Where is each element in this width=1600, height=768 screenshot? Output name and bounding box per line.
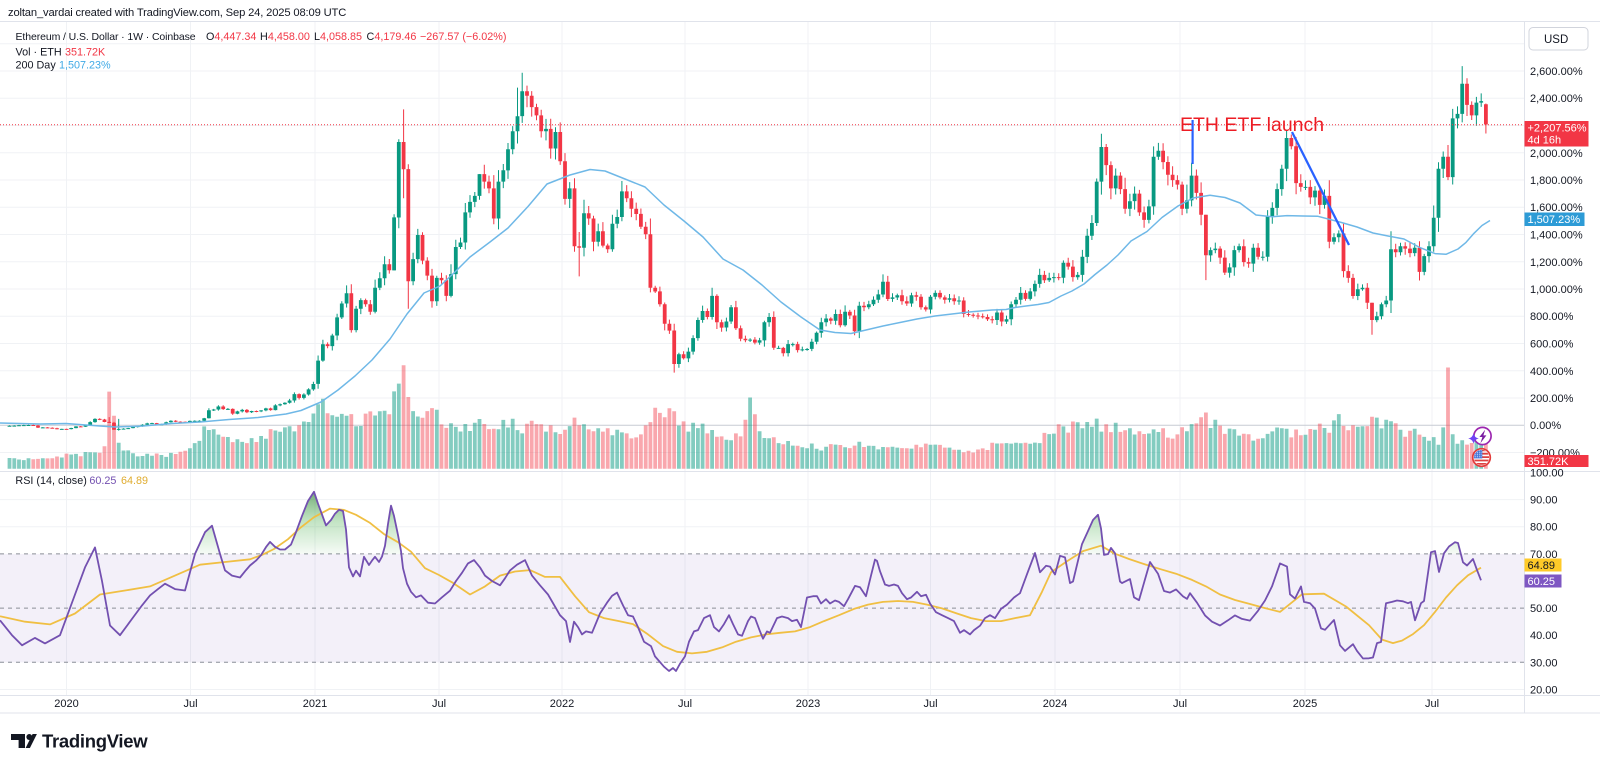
svg-text:40.00: 40.00 [1530,630,1558,642]
svg-text:20.00: 20.00 [1530,685,1558,697]
svg-text:1,507.23%: 1,507.23% [59,60,111,72]
svg-text:800.00%: 800.00% [1530,311,1574,323]
svg-text:Ethereum / U.S. Dollar · 1W ·: Ethereum / U.S. Dollar · 1W · Coinbase [16,31,196,43]
svg-text:Jul: Jul [678,698,692,710]
svg-text:2025: 2025 [1293,698,1317,710]
svg-text:Jul: Jul [183,698,197,710]
svg-text:50.00: 50.00 [1530,603,1558,615]
svg-text:2,400.00%: 2,400.00% [1530,93,1583,105]
svg-text:+2,207.56%: +2,207.56% [1528,123,1587,135]
svg-text:1,400.00%: 1,400.00% [1530,230,1583,242]
svg-text:TradingView: TradingView [42,731,148,752]
svg-text:H4,458.00: H4,458.00 [260,31,310,43]
svg-text:200.00%: 200.00% [1530,393,1574,405]
svg-text:64.89: 64.89 [121,475,148,487]
svg-text:RSI (14, close): RSI (14, close) [15,475,86,487]
svg-text:1,600.00%: 1,600.00% [1530,202,1583,214]
svg-text:90.00: 90.00 [1530,495,1558,507]
svg-text:Jul: Jul [1425,698,1439,710]
svg-text:4d 16h: 4d 16h [1528,135,1562,147]
svg-text:Jul: Jul [923,698,937,710]
svg-text:1,000.00%: 1,000.00% [1530,284,1583,296]
svg-text:30.00: 30.00 [1530,657,1558,669]
svg-text:2,600.00%: 2,600.00% [1530,66,1583,78]
svg-text:2020: 2020 [54,698,78,710]
svg-text:O4,447.34: O4,447.34 [206,31,256,43]
svg-text:2021: 2021 [303,698,327,710]
svg-text:1,200.00%: 1,200.00% [1530,257,1583,269]
svg-text:60.25: 60.25 [1528,576,1556,588]
svg-text:ETH ETF launch: ETH ETF launch [1180,114,1324,136]
svg-text:L4,058.85: L4,058.85 [314,31,362,43]
svg-text:70.00: 70.00 [1530,549,1558,561]
svg-text:60.25: 60.25 [89,475,116,487]
svg-text:USD: USD [1544,34,1568,46]
svg-text:200 Day: 200 Day [16,60,57,72]
svg-text:Vol · ETH: Vol · ETH [16,47,62,59]
svg-text:0.00%: 0.00% [1530,420,1561,432]
svg-text:1,507.23%: 1,507.23% [1528,214,1581,226]
svg-text:2024: 2024 [1043,698,1067,710]
svg-text:2,000.00%: 2,000.00% [1530,148,1583,160]
svg-text:Jul: Jul [432,698,446,710]
svg-text:2023: 2023 [796,698,820,710]
svg-text:351.72K: 351.72K [1528,456,1570,468]
svg-text:1,800.00%: 1,800.00% [1530,175,1583,187]
svg-text:−267.57 (−6.02%): −267.57 (−6.02%) [420,31,506,43]
svg-text:zoltan_vardai created with Tra: zoltan_vardai created with TradingView.c… [8,7,346,19]
svg-text:400.00%: 400.00% [1530,366,1574,378]
svg-text:100.00: 100.00 [1530,468,1564,480]
svg-text:C4,179.46: C4,179.46 [367,31,417,43]
svg-text:Jul: Jul [1173,698,1187,710]
svg-text:80.00: 80.00 [1530,522,1558,534]
svg-text:64.89: 64.89 [1528,560,1556,572]
svg-text:600.00%: 600.00% [1530,339,1574,351]
svg-text:351.72K: 351.72K [65,47,106,59]
svg-text:2022: 2022 [550,698,574,710]
